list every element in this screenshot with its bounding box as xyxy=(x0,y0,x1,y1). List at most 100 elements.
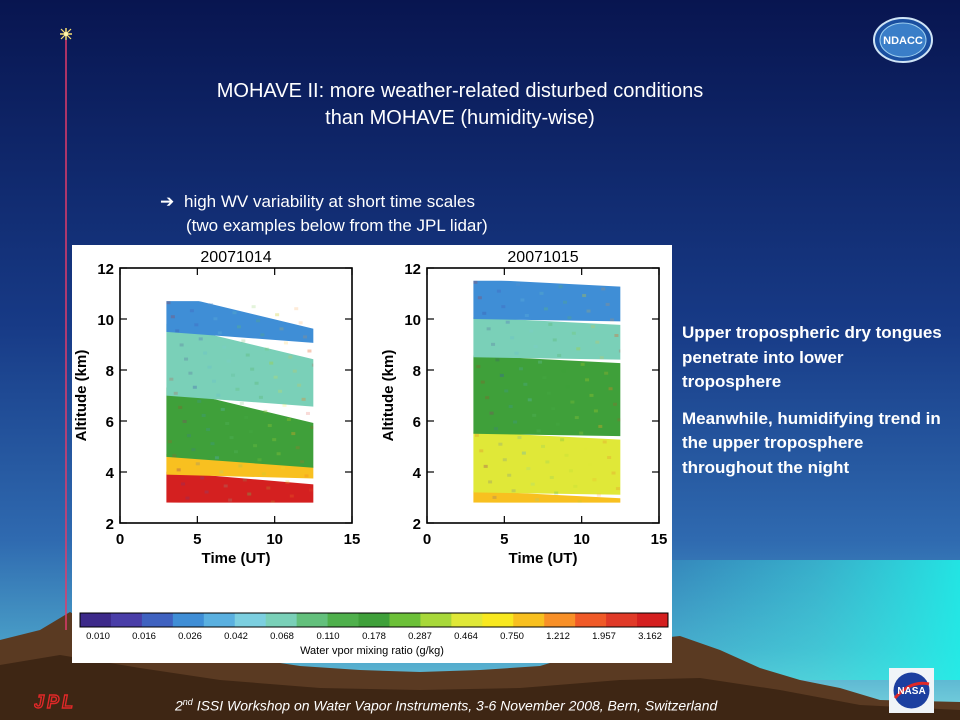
heatmap-speck xyxy=(247,492,252,496)
heatmap-speck xyxy=(549,475,554,479)
heatmap-speck xyxy=(618,349,621,353)
heatmap-speck xyxy=(213,317,218,321)
footer-workshop: ISSI Workshop on Water Vapor Instruments… xyxy=(192,697,718,714)
heatmap-speck xyxy=(298,321,303,325)
heatmap-speck xyxy=(617,418,621,422)
heatmap-speck xyxy=(186,434,191,438)
heatmap-speck xyxy=(542,376,547,380)
heatmap-speck xyxy=(599,356,604,360)
heatmap-speck xyxy=(592,478,597,482)
heatmap-speck xyxy=(209,303,214,307)
heatmap-layer xyxy=(166,471,314,503)
heatmap-speck xyxy=(200,476,205,480)
mountain-silhouette xyxy=(0,612,960,720)
heatmap-speck xyxy=(308,488,313,492)
heatmap-speck xyxy=(576,347,581,351)
heatmap-speck xyxy=(303,335,308,339)
heatmap-speck xyxy=(560,438,565,442)
heatmap-speck xyxy=(285,480,290,484)
heatmap-speck xyxy=(607,456,612,460)
heatmap-speck xyxy=(614,333,619,337)
heatmap-speck xyxy=(254,381,259,385)
heatmap-speck xyxy=(586,309,591,313)
heatmap-speck xyxy=(235,387,240,391)
x-axis-label: Time (UT) xyxy=(202,550,271,567)
heatmap-speck xyxy=(253,444,258,448)
heatmap-speck xyxy=(582,294,587,298)
heatmap-speck xyxy=(486,327,491,331)
heatmap-speck xyxy=(172,454,177,458)
heatmap-speck xyxy=(311,363,314,367)
heatmap-speck xyxy=(194,323,199,327)
heatmap-speck xyxy=(589,393,594,397)
heatmap-speck xyxy=(574,416,579,420)
heatmap-speck xyxy=(279,327,284,331)
arrow-right-icon: ➔ xyxy=(160,192,175,211)
heatmap-speck xyxy=(523,382,528,386)
heatmap-speck xyxy=(256,319,261,323)
x-tick-label: 5 xyxy=(500,531,508,548)
heatmap-speck xyxy=(247,492,252,496)
heatmap-speck xyxy=(182,420,187,424)
heatmap-speck xyxy=(593,409,598,413)
heatmap-speck xyxy=(170,315,175,319)
heatmap-speck xyxy=(551,407,556,411)
heatmap-speck xyxy=(176,468,181,472)
heatmap-speck xyxy=(492,495,497,499)
heatmap-layer xyxy=(166,323,314,407)
heatmap-speck xyxy=(197,399,202,403)
bullet-line-1: high WV variability at short time scales xyxy=(184,192,475,211)
heatmap-speck xyxy=(264,347,269,351)
heatmap-speck xyxy=(250,367,255,371)
heatmap-speck xyxy=(590,325,595,329)
heatmap-speck xyxy=(282,403,287,407)
panel-2: 2 4 6 8 10 12 0 5 10 15 20071015 Time (UT) Altitude … xyxy=(380,249,667,567)
side-notes: Upper tropospheric dry tongues penetrate… xyxy=(682,321,942,492)
heatmap-speck xyxy=(273,375,278,379)
heatmap-speck xyxy=(595,340,600,344)
colorbar-swatch xyxy=(358,613,390,627)
heatmap-speck xyxy=(189,309,194,313)
heatmap-speck xyxy=(518,367,523,371)
heatmap-speck xyxy=(173,391,178,395)
heatmap-speck xyxy=(504,389,509,393)
heatmap-speck xyxy=(185,496,190,500)
colorbar-swatch xyxy=(327,613,360,627)
bullet-line-2: (two examples below from the JPL lidar) xyxy=(186,216,488,235)
heatmap-speck xyxy=(192,385,197,389)
heatmap-speck xyxy=(530,482,535,486)
x-tick-label: 10 xyxy=(573,531,590,548)
heatmap-speck xyxy=(582,294,587,298)
colorbar-swatch xyxy=(637,613,669,627)
heatmap-speck xyxy=(204,490,209,494)
heatmap-speck xyxy=(501,305,506,309)
heatmap-speck xyxy=(521,451,526,455)
heatmap-speck xyxy=(560,438,565,442)
colorbar-tick-label: 1.957 xyxy=(592,631,616,642)
heatmap-speck xyxy=(548,322,553,326)
heatmap-speck xyxy=(291,432,296,436)
heatmap-speck xyxy=(577,500,582,503)
heatmap-speck xyxy=(219,470,224,474)
plot-frame xyxy=(119,267,353,524)
heatmap-speck xyxy=(258,395,263,399)
colorbar-tick-label: 0.068 xyxy=(270,631,294,642)
heatmap-speck xyxy=(583,447,588,451)
heatmap-speck xyxy=(485,396,490,400)
ndacc-logo-text: NDACC xyxy=(883,35,923,47)
heatmap-speck xyxy=(554,491,559,495)
heatmap-speck xyxy=(270,500,275,503)
heatmap-speck xyxy=(536,429,541,433)
heatmap-speck xyxy=(527,398,532,402)
heatmap-speck xyxy=(214,456,219,460)
heatmap-speck xyxy=(533,345,538,349)
heatmap-speck xyxy=(505,320,510,324)
heatmap-speck xyxy=(169,377,174,381)
heatmap-speck xyxy=(526,467,531,471)
heatmap-speck xyxy=(217,331,222,335)
heatmap-speck xyxy=(307,349,312,353)
heatmap-speck xyxy=(167,440,172,444)
heatmap-field xyxy=(473,280,621,503)
heatmap-speck xyxy=(604,371,609,375)
heatmap-speck xyxy=(275,313,280,317)
